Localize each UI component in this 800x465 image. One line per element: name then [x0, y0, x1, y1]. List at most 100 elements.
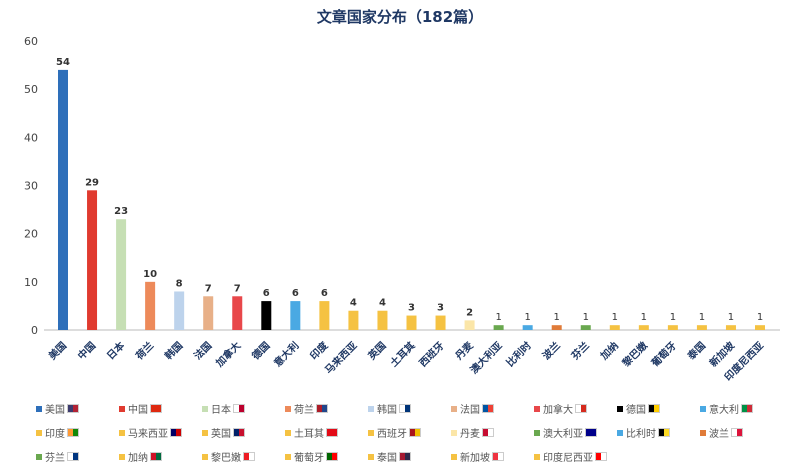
china-flag-icon: [150, 404, 162, 413]
germany-flag-icon: [648, 404, 660, 413]
legend-swatch: [451, 405, 457, 412]
bar: [145, 281, 156, 330]
data-label: 8: [176, 278, 183, 289]
data-label: 6: [321, 288, 328, 299]
x-tick-label: 芬兰: [568, 339, 592, 363]
x-tick-label: 中国: [75, 339, 98, 362]
legend-item: 美国: [36, 401, 79, 416]
legend-item: 芬兰: [36, 449, 79, 464]
spain-flag-icon: [409, 428, 421, 437]
legend-item: 波兰: [700, 425, 743, 440]
indonesia-flag-icon: [595, 452, 607, 461]
legend-item: 韩国: [368, 401, 411, 416]
plot-area: 010203040506054美国29中国23日本10荷兰8韩国7法国7加拿大6…: [24, 35, 780, 383]
legend-item: 意大利: [700, 401, 753, 416]
legend-item: 黎巴嫩: [202, 449, 255, 464]
data-label: 10: [143, 269, 157, 280]
x-tick-label: 德国: [248, 339, 272, 363]
bar: [609, 325, 620, 330]
y-tick-label: 50: [24, 83, 38, 96]
legend-label: 印度: [45, 429, 65, 440]
legend-label: 马来西亚: [128, 429, 168, 440]
data-label: 1: [495, 312, 501, 323]
netherlands-flag-icon: [316, 404, 328, 413]
data-label: 1: [612, 312, 618, 323]
bar: [203, 296, 214, 330]
legend-label: 黎巴嫩: [211, 453, 241, 464]
legend-swatch: [617, 405, 623, 412]
legend-swatch: [36, 405, 42, 412]
x-tick-label: 澳大利亚: [467, 339, 504, 376]
legend-swatch: [700, 405, 706, 412]
y-tick-label: 40: [24, 131, 38, 144]
legend-swatch: [368, 429, 374, 436]
legend-label: 泰国: [377, 453, 397, 464]
australia-flag-icon: [585, 428, 597, 437]
legend-label: 英国: [211, 429, 231, 440]
y-tick-label: 30: [24, 180, 38, 193]
data-label: 23: [114, 206, 128, 217]
legend-swatch: [700, 429, 706, 436]
legend-item: 加拿大: [534, 401, 587, 416]
poland-flag-icon: [731, 428, 743, 437]
y-tick-label: 20: [24, 228, 38, 241]
legend-item: 法国: [451, 401, 494, 416]
x-tick-label: 西班牙: [416, 339, 446, 369]
legend-item: 土耳其: [285, 425, 338, 440]
legend-swatch: [202, 429, 208, 436]
x-tick-label: 日本: [104, 338, 128, 362]
belgium-flag-icon: [658, 428, 670, 437]
legend-item: 德国: [617, 401, 660, 416]
legend-label: 德国: [626, 405, 646, 416]
legend-label: 葡萄牙: [294, 453, 324, 464]
legend-label: 日本: [211, 405, 231, 416]
legend-label: 西班牙: [377, 429, 407, 440]
legend-item: 马来西亚: [119, 425, 182, 440]
data-label: 2: [466, 307, 473, 318]
korea-flag-icon: [399, 404, 411, 413]
legend-swatch: [368, 405, 374, 412]
bar: [522, 325, 533, 330]
bar: [261, 301, 272, 330]
legend-item: 印度尼西亚: [534, 449, 607, 464]
bar: [232, 296, 243, 330]
data-label: 4: [350, 298, 357, 309]
legend-item: 日本: [202, 401, 245, 416]
legend-swatch: [285, 429, 291, 436]
data-label: 6: [263, 288, 270, 299]
legend-swatch: [36, 429, 42, 436]
legend-swatch: [119, 453, 125, 460]
x-tick-label: 美国: [46, 339, 69, 362]
y-tick-label: 60: [24, 35, 38, 48]
legend-label: 韩国: [377, 405, 397, 416]
bar: [696, 325, 707, 330]
legend-label: 加纳: [128, 453, 148, 464]
us-flag-icon: [67, 404, 79, 413]
bar: [435, 315, 446, 330]
legend-label: 波兰: [709, 429, 729, 440]
legend-swatch: [119, 405, 125, 412]
bar: [667, 325, 678, 330]
uk-flag-icon: [233, 428, 245, 437]
data-label: 4: [379, 298, 386, 309]
x-tick-label: 葡萄牙: [648, 339, 679, 370]
turkey-flag-icon: [326, 428, 338, 437]
legend-swatch: [451, 453, 457, 460]
data-label: 1: [554, 312, 560, 323]
bar: [348, 310, 359, 330]
thailand-flag-icon: [399, 452, 411, 461]
legend-label: 意大利: [709, 405, 739, 416]
x-tick-label: 加拿大: [212, 339, 243, 370]
legend-item: 荷兰: [285, 401, 328, 416]
legend-label: 印度尼西亚: [543, 453, 593, 464]
portugal-flag-icon: [326, 452, 338, 461]
x-tick-label: 黎巴嫩: [620, 338, 651, 369]
bar: [116, 219, 127, 330]
x-tick-label: 荷兰: [132, 339, 156, 363]
legend-swatch: [36, 453, 42, 460]
data-label: 7: [234, 283, 241, 294]
bar: [725, 325, 736, 330]
x-tick-label: 印度: [307, 338, 331, 362]
japan-flag-icon: [233, 404, 245, 413]
x-tick-label: 比利时: [503, 339, 533, 369]
